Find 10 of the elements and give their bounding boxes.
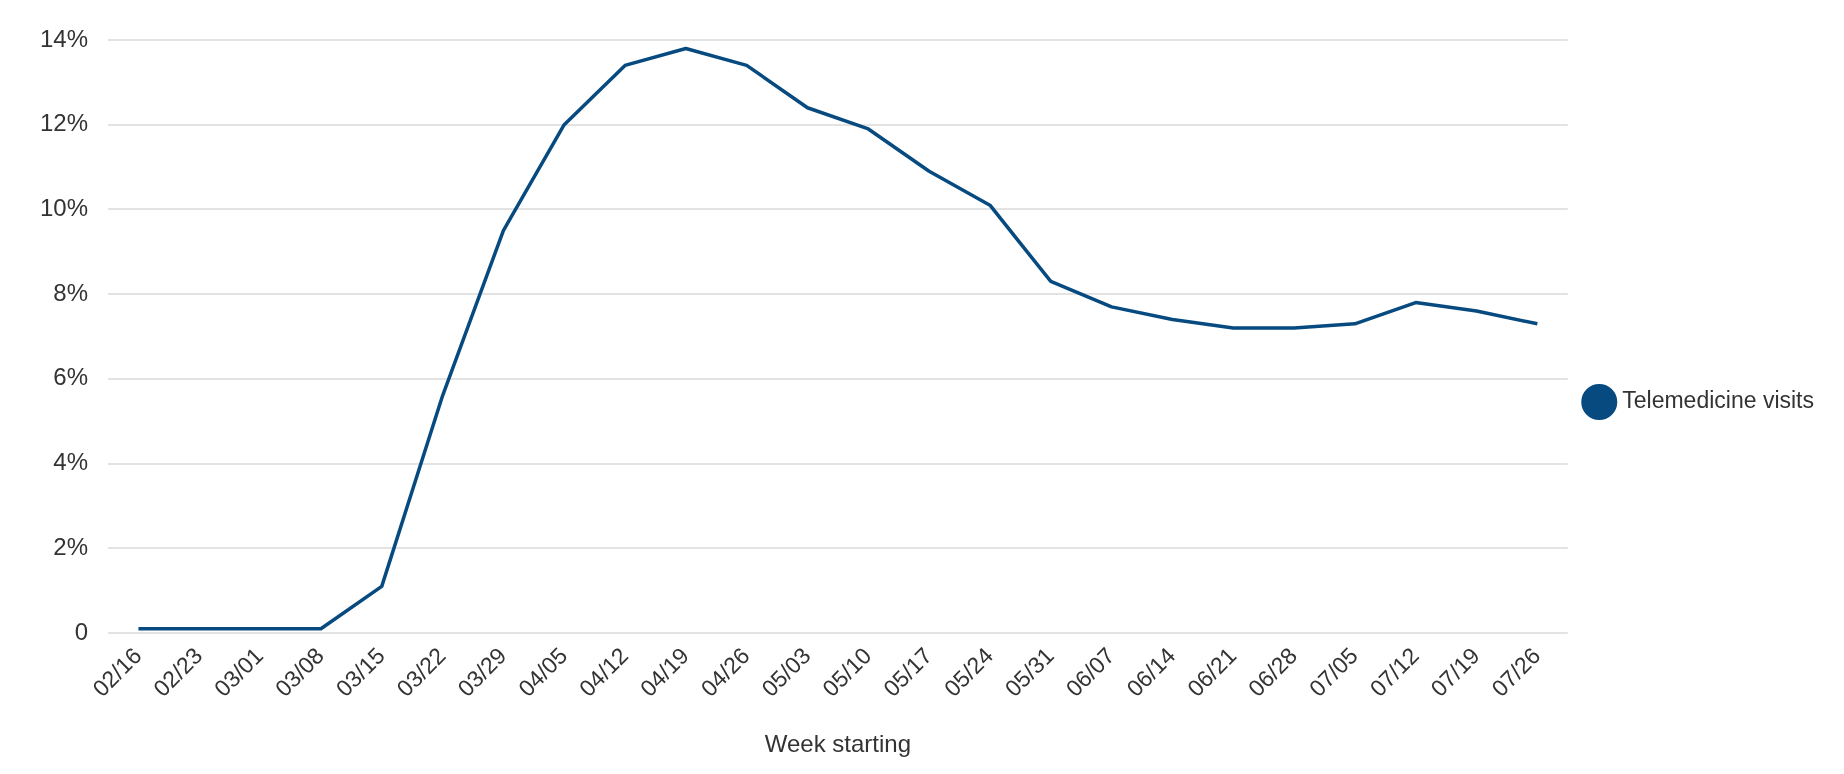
y-tick-label: 6%	[53, 363, 89, 391]
y-tick-label: 2%	[53, 532, 89, 560]
x-axis-title: Week starting	[764, 730, 912, 758]
y-tick-label: 14%	[39, 24, 89, 52]
y-tick-label: 4%	[53, 448, 89, 476]
y-tick-label: 0	[74, 617, 89, 645]
y-tick-label: 8%	[53, 278, 89, 306]
y-tick-label: 12%	[39, 109, 89, 137]
y-tick-label: 10%	[39, 194, 89, 222]
legend-label: Telemedicine visits	[1622, 387, 1815, 414]
